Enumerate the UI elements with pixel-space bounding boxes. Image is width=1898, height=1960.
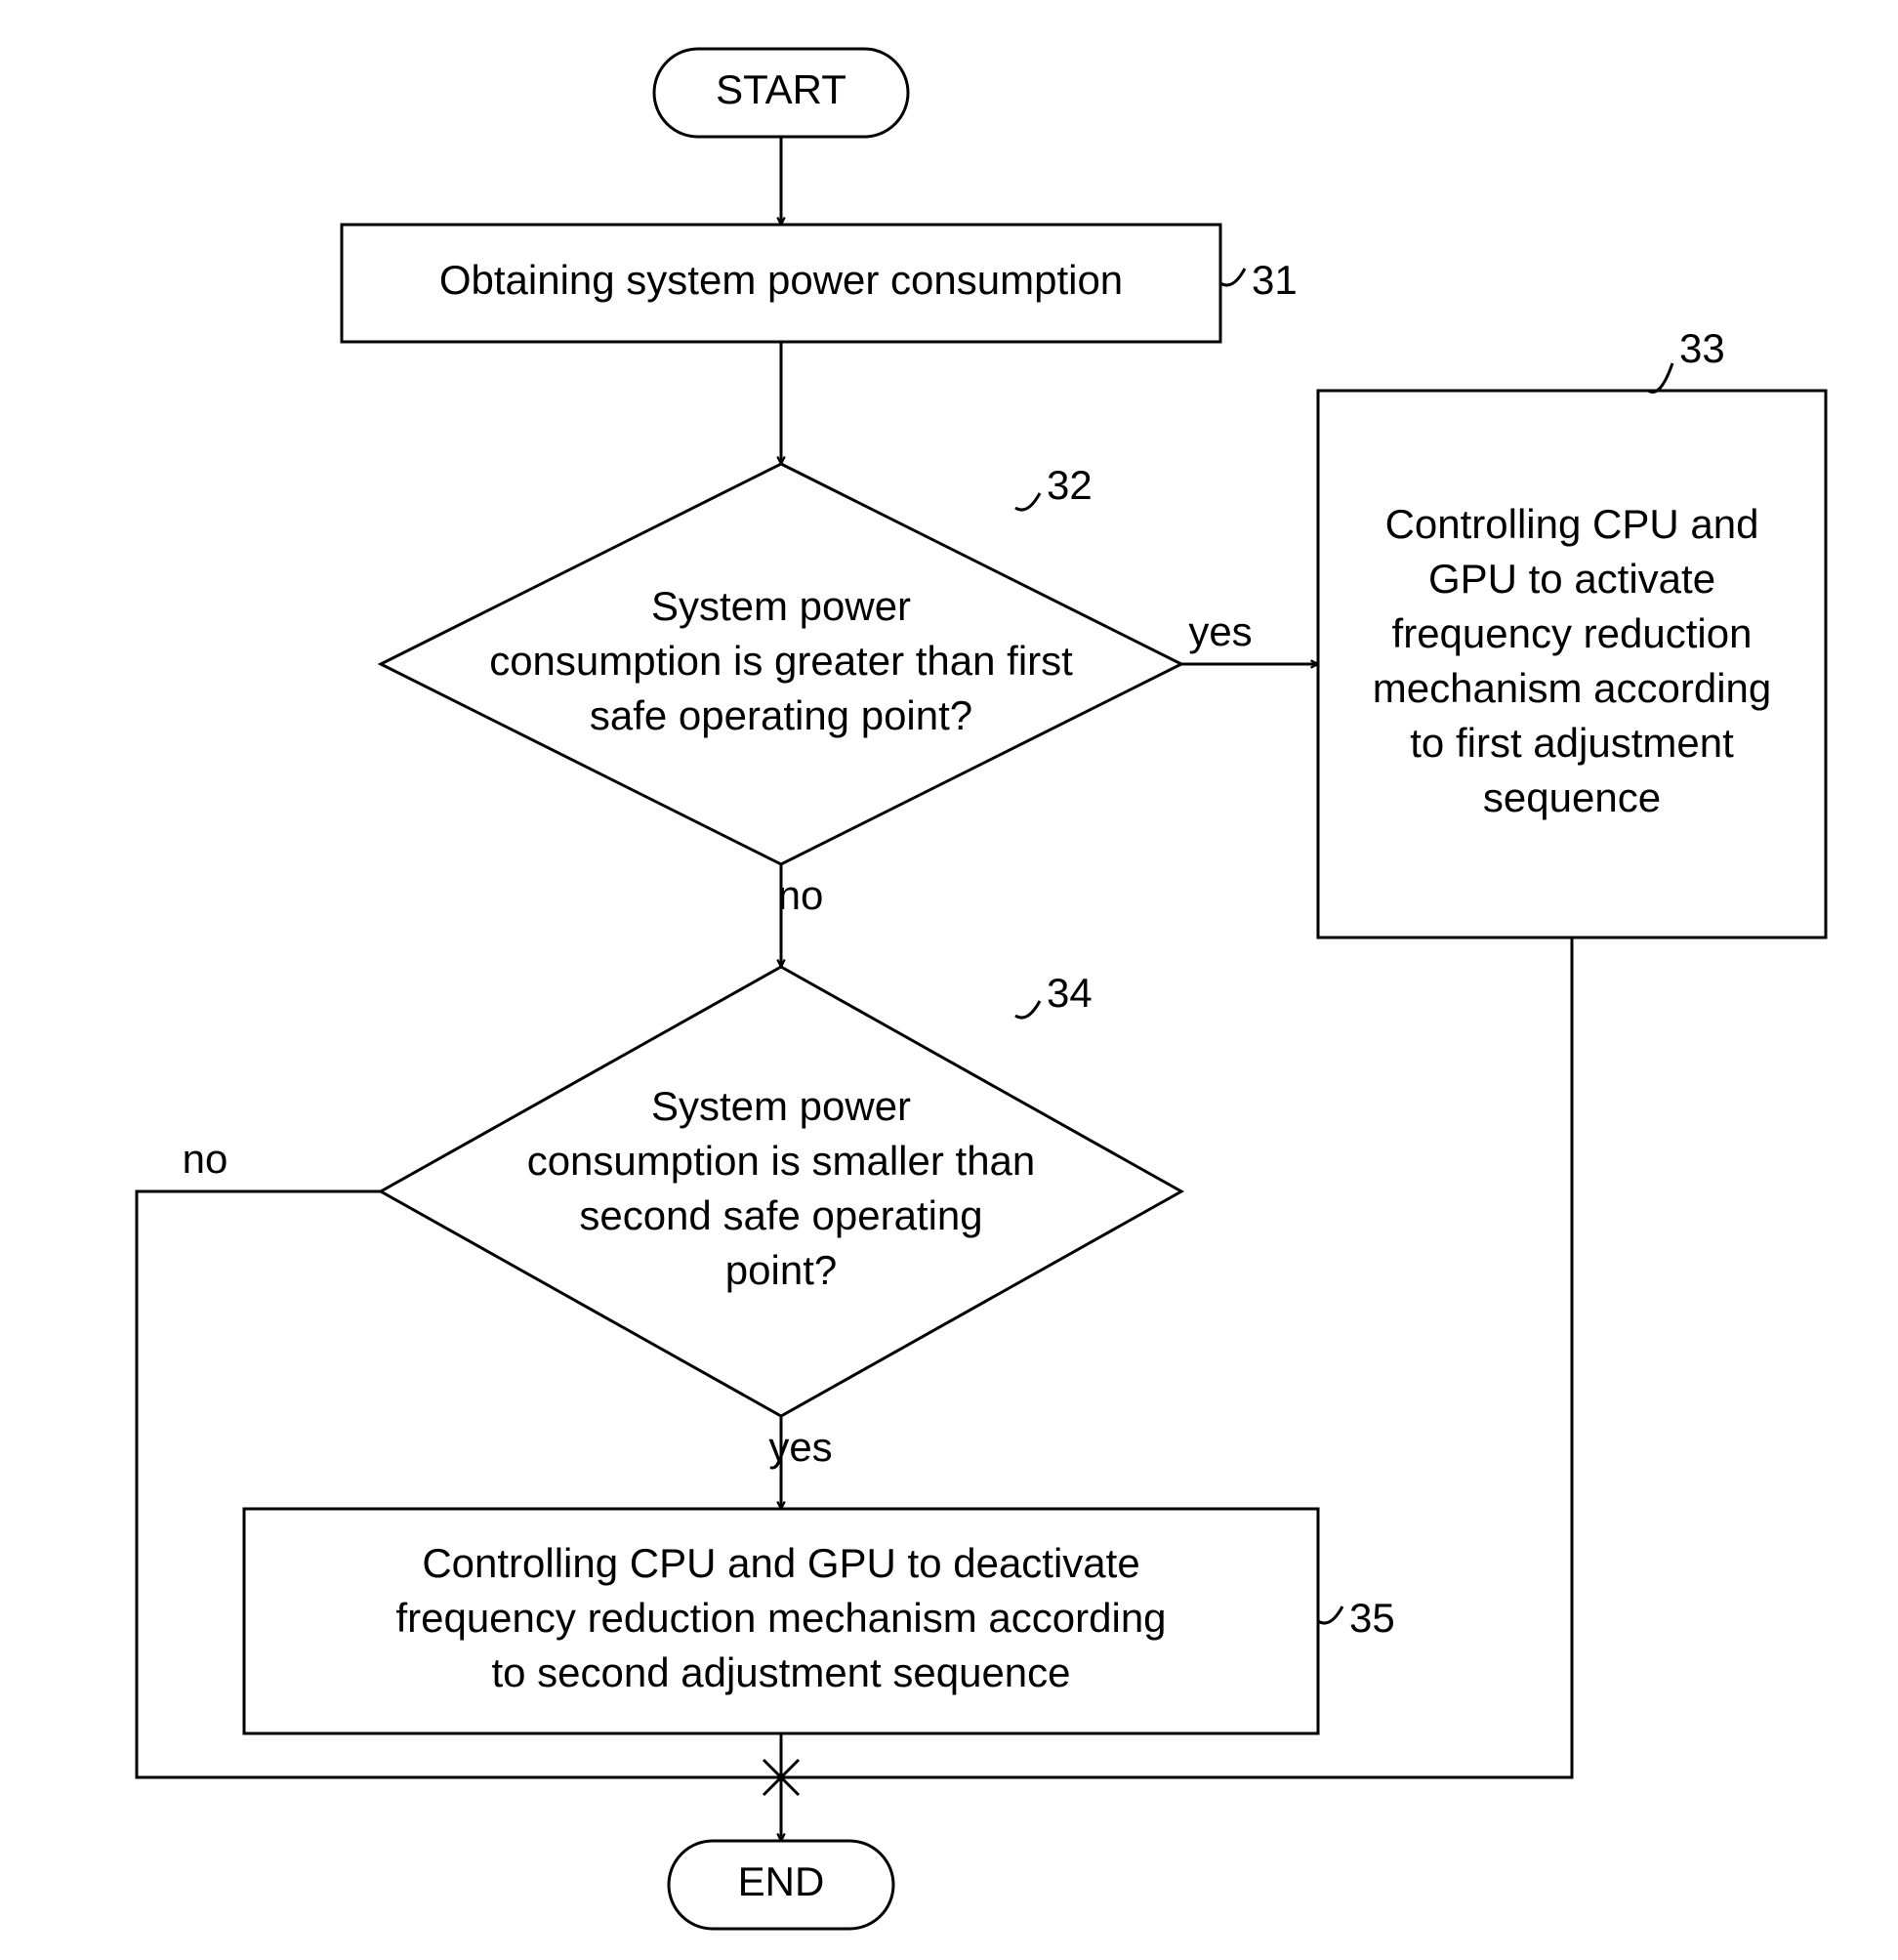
svg-text:consumption is greater than fi: consumption is greater than first	[489, 638, 1073, 684]
edge-label-e_32_34: no	[778, 872, 824, 918]
svg-text:frequency reduction mechanism: frequency reduction mechanism according	[395, 1595, 1166, 1641]
node-dec34	[381, 967, 1181, 1416]
svg-text:System power: System power	[651, 1083, 911, 1129]
ref-tail-34	[1015, 1001, 1040, 1018]
edge-label-e_34_no: no	[183, 1136, 228, 1182]
ref-label-32: 32	[1047, 462, 1093, 508]
ref-label-31: 31	[1252, 257, 1298, 303]
svg-text:END: END	[738, 1858, 825, 1904]
svg-text:Obtaining system power consump: Obtaining system power consumption	[439, 257, 1123, 303]
svg-text:Controlling CPU and: Controlling CPU and	[1385, 501, 1759, 547]
ref-label-35: 35	[1349, 1595, 1395, 1641]
svg-text:sequence: sequence	[1483, 774, 1661, 820]
svg-text:to first adjustment: to first adjustment	[1410, 720, 1734, 766]
svg-text:second safe operating: second safe operating	[579, 1192, 982, 1238]
svg-text:point?: point?	[725, 1247, 837, 1293]
svg-text:to second adjustment sequence: to second adjustment sequence	[491, 1649, 1070, 1695]
node-step33	[1318, 391, 1826, 938]
svg-text:START: START	[716, 66, 846, 112]
svg-text:GPU to activate: GPU to activate	[1428, 556, 1715, 602]
svg-text:safe operating point?: safe operating point?	[590, 692, 972, 738]
ref-label-33: 33	[1679, 325, 1725, 371]
ref-tail-35	[1318, 1606, 1342, 1623]
ref-tail-32	[1015, 493, 1040, 510]
edge-label-e_32_33: yes	[1188, 608, 1252, 654]
svg-text:consumption is smaller than: consumption is smaller than	[527, 1138, 1036, 1184]
ref-tail-33	[1648, 363, 1672, 392]
edge-label-e_34_35: yes	[768, 1424, 832, 1470]
svg-text:mechanism according: mechanism according	[1373, 665, 1772, 711]
svg-text:frequency reduction: frequency reduction	[1392, 610, 1753, 656]
ref-tail-31	[1220, 269, 1245, 285]
svg-text:Controlling CPU and GPU to dea: Controlling CPU and GPU to deactivate	[422, 1540, 1139, 1586]
ref-label-34: 34	[1047, 970, 1093, 1016]
svg-text:System power: System power	[651, 583, 911, 629]
